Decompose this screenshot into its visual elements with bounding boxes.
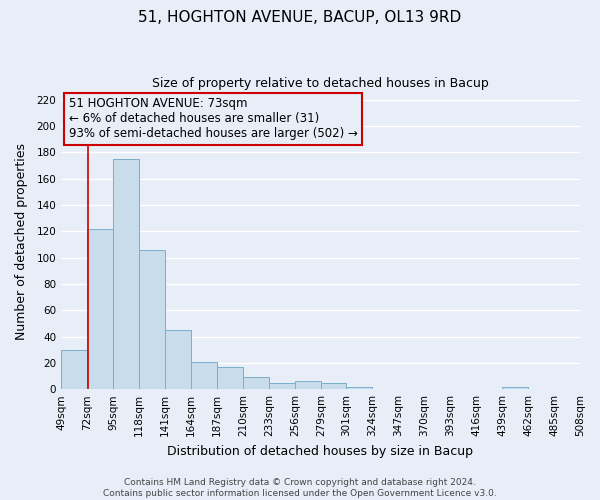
Bar (269, 382, 295, 389)
Bar (346, 386, 372, 389)
Bar (191, 362, 217, 389)
Bar (295, 382, 321, 389)
Title: Size of property relative to detached houses in Bacup: Size of property relative to detached ho… (152, 78, 489, 90)
Bar (321, 382, 346, 389)
Bar (217, 367, 243, 389)
Y-axis label: Number of detached properties: Number of detached properties (15, 142, 28, 340)
Bar (502, 386, 528, 389)
Bar (139, 250, 165, 389)
Text: Contains HM Land Registry data © Crown copyright and database right 2024.
Contai: Contains HM Land Registry data © Crown c… (103, 478, 497, 498)
X-axis label: Distribution of detached houses by size in Bacup: Distribution of detached houses by size … (167, 444, 473, 458)
Text: 51, HOGHTON AVENUE, BACUP, OL13 9RD: 51, HOGHTON AVENUE, BACUP, OL13 9RD (139, 10, 461, 25)
Bar (61, 350, 87, 389)
Bar (165, 330, 191, 389)
Bar (113, 159, 139, 389)
Bar (87, 228, 113, 389)
Text: 51 HOGHTON AVENUE: 73sqm
← 6% of detached houses are smaller (31)
93% of semi-de: 51 HOGHTON AVENUE: 73sqm ← 6% of detache… (69, 98, 358, 140)
Bar (243, 378, 269, 389)
